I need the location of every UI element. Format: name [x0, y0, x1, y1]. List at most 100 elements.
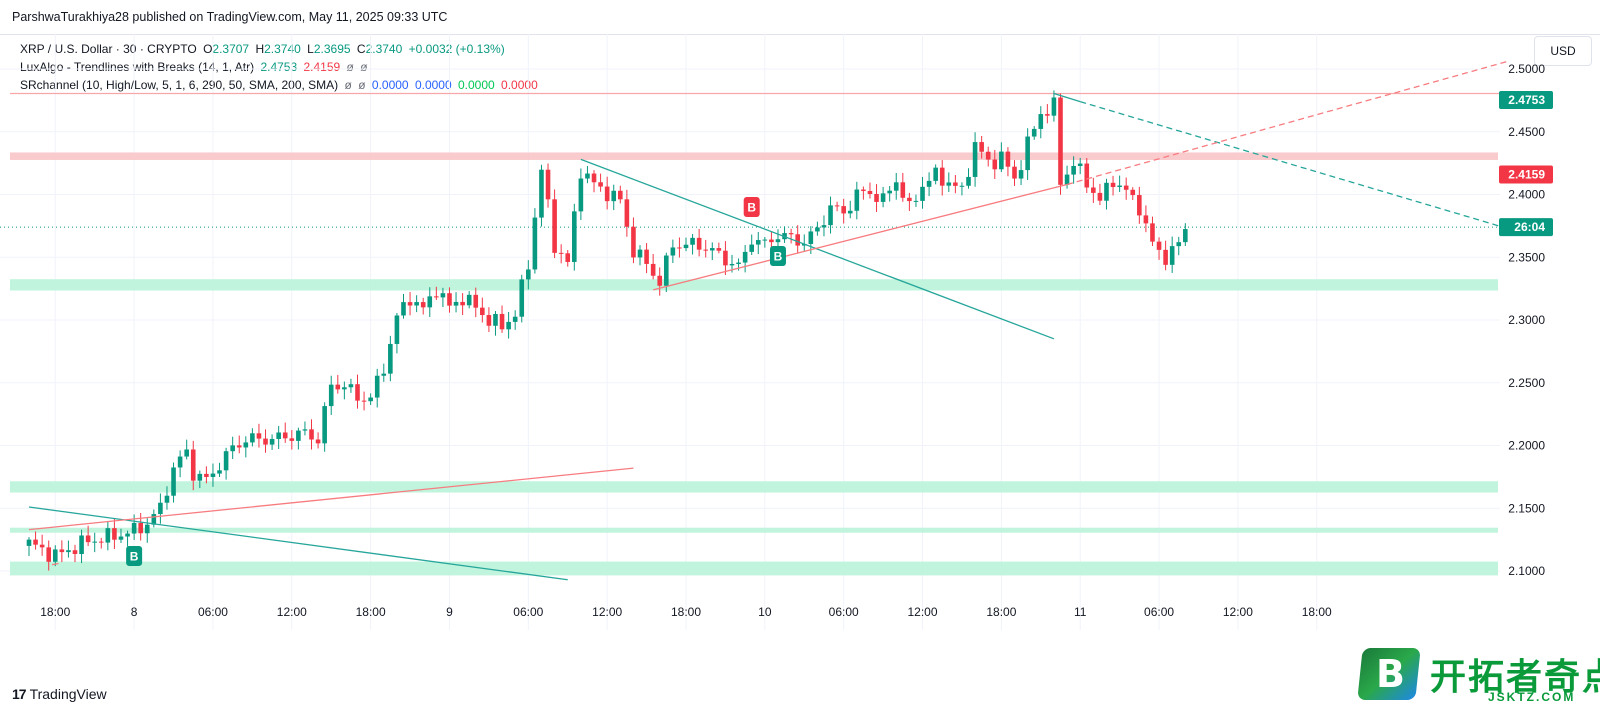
candle-body: [440, 293, 446, 298]
x-tick-label: 18:00: [1302, 605, 1332, 619]
candle-body: [151, 514, 157, 525]
break-marker-box: [769, 245, 786, 266]
x-tick-label: 12:00: [277, 605, 307, 619]
candle-body: [920, 186, 925, 201]
break-marker: B: [743, 197, 760, 218]
legend-luxalgo-row[interactable]: LuxAlgo - Trendlines with Breaks (14, 1,…: [20, 58, 541, 76]
candle-body: [499, 313, 505, 330]
candle-body: [532, 217, 538, 270]
y-tick-label: 2.1000: [1508, 564, 1545, 578]
candle-body: [637, 249, 643, 258]
candle-body: [755, 240, 761, 245]
candle-body: [841, 206, 846, 214]
candle-body: [1163, 249, 1168, 265]
tradingview-logo[interactable]: 17 TradingView: [12, 686, 107, 702]
candle-body: [913, 200, 919, 202]
candle-body: [263, 438, 268, 445]
candle-body: [368, 397, 373, 402]
sr-zone-green: [10, 481, 1498, 493]
x-tick-label: 06:00: [198, 605, 228, 619]
candle-body: [289, 438, 295, 441]
trendline-red: [51, 562, 59, 566]
currency-button[interactable]: USD: [1534, 36, 1592, 66]
candle-body: [880, 193, 886, 202]
y-tick-label: 2.4500: [1508, 125, 1545, 139]
candle-body: [401, 302, 406, 316]
candle-body: [460, 301, 465, 306]
candle-body: [348, 384, 354, 388]
low-label: L: [307, 42, 314, 56]
candle-body: [466, 294, 472, 306]
candle-body: [342, 387, 347, 390]
close-label: C: [356, 42, 366, 56]
price-chart[interactable]: B B B 2.5000 2.4500 2.4000 2.3500 2.3000 2.2500 2…: [0, 34, 1600, 674]
candle-body: [1110, 182, 1116, 188]
symbol-name[interactable]: XRP / U.S. Dollar · 30 · CRYPTO: [20, 42, 197, 56]
candle-body: [394, 315, 400, 344]
candle-body: [677, 247, 682, 249]
candle-body: [683, 244, 689, 249]
trendline-teal-dashed: [1080, 101, 1508, 230]
srchannel-indicator-name[interactable]: SRchannel (10, High/Low, 5, 1, 6, 290, 5…: [20, 78, 339, 92]
luxalgo-upper-value: 2.4753: [260, 60, 298, 74]
candle-body: [374, 375, 380, 398]
candle-body: [177, 456, 183, 468]
trendline-teal: [580, 158, 1055, 340]
candle-body: [355, 384, 360, 401]
candle-body: [1091, 187, 1096, 193]
candle-body: [644, 249, 649, 264]
candle-body: [696, 237, 702, 250]
sr-zone-red: [10, 152, 1498, 160]
candle-body: [1025, 136, 1030, 171]
candle-body: [473, 294, 479, 308]
candle-body: [1143, 215, 1149, 224]
luxalgo-indicator-name[interactable]: LuxAlgo - Trendlines with Breaks (14, 1,…: [20, 60, 255, 74]
break-marker: B: [126, 545, 143, 566]
candle-body: [815, 227, 820, 232]
candle-body: [933, 167, 938, 181]
candle-body: [670, 247, 676, 256]
candle-body: [552, 199, 557, 253]
candle-body: [992, 159, 998, 170]
candle-body: [716, 248, 722, 251]
x-tick-label: 06:00: [513, 605, 543, 619]
candle-body: [1018, 170, 1024, 179]
candle-body: [85, 535, 91, 543]
watermark-text: 开拓者奇点: [1430, 657, 1600, 698]
candle-body: [867, 190, 873, 194]
candle-body: [985, 151, 991, 160]
y-tick-label: 2.4000: [1508, 188, 1545, 202]
watermark-badge-letter: B: [1376, 652, 1405, 696]
trendline-red-dashed: [1066, 60, 1508, 186]
watermark-site: JSKTZ.COM: [1488, 690, 1576, 704]
candle-body: [138, 522, 143, 534]
break-marker-box: [126, 545, 143, 566]
candle-body: [328, 384, 334, 407]
candle-body: [447, 293, 452, 306]
candle-body: [164, 495, 170, 503]
trendline-teal: [1053, 92, 1081, 103]
x-tick-label: 18:00: [40, 605, 70, 619]
candle-body: [539, 169, 544, 218]
candle-body: [26, 539, 32, 546]
candle-body: [1097, 192, 1103, 201]
x-tick-label: 12:00: [592, 605, 622, 619]
candle-body: [1031, 128, 1037, 137]
candle-body: [52, 549, 58, 562]
candle-body: [112, 528, 117, 540]
candle-body: [1045, 114, 1050, 116]
candle-body: [604, 186, 610, 202]
candle-body: [558, 252, 564, 254]
candle-body: [184, 449, 189, 457]
candle-body: [690, 237, 695, 245]
candle-body: [217, 470, 222, 474]
candle-body: [578, 178, 584, 212]
candle-body: [453, 301, 459, 306]
candle-body: [939, 167, 945, 186]
candle-body: [650, 263, 656, 276]
candle-body: [118, 536, 124, 540]
legend-srchannel-row[interactable]: SRchannel (10, High/Low, 5, 1, 6, 290, 5…: [20, 76, 541, 94]
candle-body: [388, 343, 393, 374]
candle-body: [190, 449, 196, 481]
x-tick-label: 12:00: [1223, 605, 1253, 619]
